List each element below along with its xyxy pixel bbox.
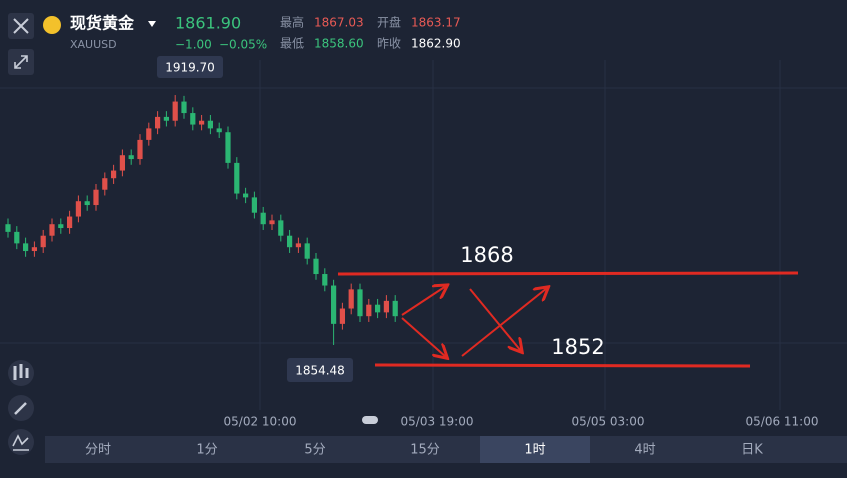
candle-body [40, 235, 46, 248]
candle-body [234, 162, 240, 194]
tab[interactable]: 1分 [196, 443, 217, 458]
candle-body [287, 235, 293, 248]
tab[interactable]: 1时 [524, 443, 545, 458]
tab[interactable]: 4时 [634, 443, 655, 458]
candle-body [14, 231, 20, 244]
candle-body [102, 178, 108, 190]
candle-body [207, 120, 213, 129]
low-tooltip [287, 358, 353, 382]
tab[interactable]: 15分 [410, 443, 440, 458]
candle-body [375, 304, 381, 313]
candle-body [93, 189, 99, 206]
candle-body [366, 304, 372, 317]
candle-body [5, 224, 11, 232]
high-label: 1919.70 [165, 61, 215, 75]
stat-value: 1858.60 [314, 37, 364, 51]
candle-body [251, 197, 257, 213]
candle-body [119, 155, 125, 171]
candle-body [155, 116, 161, 129]
change-pct: −0.05% [219, 38, 267, 52]
expand-button[interactable] [8, 49, 34, 75]
candle-body [146, 128, 152, 140]
tab[interactable]: 分时 [85, 443, 111, 458]
candle-body [357, 289, 363, 317]
draw-button[interactable] [8, 395, 34, 421]
candle-body [304, 243, 310, 259]
arrows [401, 286, 547, 357]
stat-label: 最低 [280, 37, 304, 51]
x-label: 05/02 10:00 [224, 415, 297, 429]
price: 1861.90 [175, 14, 241, 33]
x-label: 05/06 11:00 [746, 415, 819, 429]
candle-body [128, 155, 134, 160]
scroll-handle[interactable] [362, 416, 378, 424]
candle-body [84, 201, 90, 206]
instrument-name[interactable]: 现货黄金 [70, 14, 135, 33]
candle-body [269, 220, 275, 225]
candle-body [278, 220, 284, 236]
change: −1.00 [175, 38, 212, 52]
stat-value: 1863.17 [411, 16, 461, 30]
tab[interactable]: 日K [741, 443, 763, 458]
candle-body [313, 258, 319, 275]
candle-body [190, 113, 196, 125]
x-label: 05/03 19:00 [401, 415, 474, 429]
tab[interactable]: 5分 [304, 443, 325, 458]
annotations [337, 271, 799, 368]
low-label: 1854.48 [295, 364, 345, 378]
candle-body [23, 243, 29, 252]
candle-body [49, 224, 55, 236]
candle-body [163, 116, 169, 121]
candle-body [216, 128, 222, 133]
candle-body [331, 285, 337, 324]
level-label: 1868 [460, 243, 513, 267]
candle-body [392, 300, 398, 317]
candle-body [383, 300, 389, 313]
candle-body [137, 139, 143, 160]
stat-label: 最高 [280, 15, 304, 30]
stat-label: 开盘 [377, 15, 401, 30]
line-tool-button[interactable] [8, 429, 34, 455]
close-button[interactable] [8, 13, 34, 39]
high-tooltip [157, 56, 223, 78]
level-label: 1852 [551, 335, 604, 359]
stat-value: 1867.03 [314, 16, 364, 30]
candle-body [58, 224, 64, 229]
candle-body [295, 243, 301, 248]
candle-body [199, 120, 205, 125]
candle-body [67, 216, 73, 229]
candle-body [322, 274, 328, 286]
candle-body [260, 212, 266, 225]
candles [5, 95, 398, 346]
grid [0, 60, 847, 410]
candle-body [225, 132, 231, 163]
candle-body [31, 247, 37, 252]
stat-value: 1862.90 [411, 37, 461, 51]
candle-body [75, 201, 81, 217]
symbol: XAUUSD [70, 38, 117, 51]
dropdown-caret[interactable] [148, 21, 156, 27]
candle-body [181, 101, 187, 114]
tab-bar [45, 436, 847, 463]
candle-body [339, 308, 345, 324]
gold-icon [43, 16, 61, 34]
candle-body [243, 193, 249, 198]
candle-body [111, 170, 117, 179]
tab-selected[interactable] [480, 436, 590, 463]
candle-body [172, 101, 178, 121]
candle-body [348, 289, 354, 309]
indicator-button[interactable] [8, 360, 34, 386]
x-label: 05/05 03:00 [572, 415, 645, 429]
stat-label: 昨收 [377, 37, 401, 51]
